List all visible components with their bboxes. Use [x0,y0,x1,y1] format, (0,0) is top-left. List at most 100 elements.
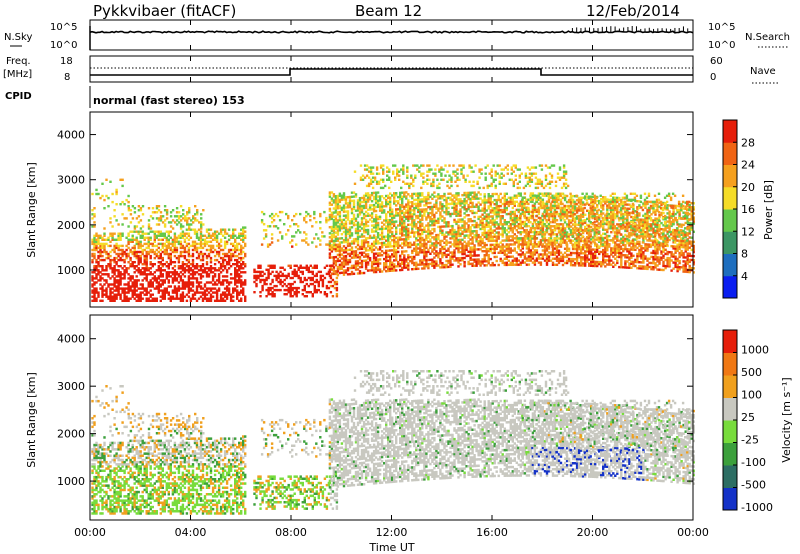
power-cell [187,234,191,237]
power-cell [219,271,223,274]
power-cell [270,241,274,244]
power-cell [105,293,108,296]
power-cell [325,293,329,296]
power-cell [151,285,154,288]
power-cell [163,244,166,248]
power-cell [163,252,166,256]
power-cell [221,299,225,302]
power-cell [547,245,551,248]
power-cell [559,251,563,254]
power-cell [113,209,116,212]
power-cell [159,289,162,292]
power-cell [501,196,504,200]
power-cell [157,277,160,280]
power-cell [91,299,94,302]
power-cell [315,233,318,236]
power-cell [173,232,177,235]
power-cell [187,258,191,262]
power-cell [395,230,398,233]
power-cell [113,279,116,282]
power-cell [143,293,146,296]
power-cell [183,271,187,274]
power-cell [227,248,231,252]
power-cell [101,295,104,298]
power-cell [157,265,160,268]
power-cell [125,198,128,202]
power-cell [93,265,96,268]
power-cell [493,263,496,267]
power-cell [340,227,344,230]
power-cell [181,232,185,235]
power-cell [191,254,195,258]
power-cell [234,277,237,280]
power-cell [129,250,132,254]
power-cell [137,244,140,248]
power-cell [229,299,233,302]
power-cell [211,291,215,294]
power-cell [201,246,205,250]
power-cell [348,258,352,262]
power-cell [376,223,380,227]
power-cell [99,248,102,252]
power-cell [183,248,187,252]
power-cell [213,267,217,270]
power-cell [145,273,148,276]
power-cell [401,191,404,194]
power-cell [105,252,108,256]
power-cell [521,220,524,224]
power-cell [177,256,181,260]
power-cell [257,270,260,274]
power-cell [187,287,191,290]
power-cell [123,275,126,278]
power-cell [171,289,175,292]
power-cell [344,255,348,258]
power-cell [123,265,126,268]
power-cell [153,238,156,241]
power-cell [278,210,282,214]
power-cell [107,244,110,248]
power-cell [191,273,195,276]
power-cell [395,269,398,272]
power-cell [157,238,160,241]
power-cell [181,246,185,250]
power-cell [95,246,98,250]
power-cell [279,282,282,286]
power-cell [95,291,98,294]
power-cell [161,283,164,286]
power-cell [147,244,150,248]
power-cell [195,281,199,284]
power-cell [93,246,96,250]
power-cell [391,226,394,230]
power-cell [161,281,164,284]
power-cell [395,226,398,229]
power-cell [197,265,201,268]
power-cell [240,252,243,256]
power-cell [123,299,126,302]
power-cell [143,277,146,280]
power-cell [409,235,412,238]
power-cell [236,246,239,250]
power-cell [481,225,484,229]
power-cell [121,178,124,181]
power-cell [181,244,185,248]
power-cell [147,219,151,222]
power-cell [169,261,172,264]
power-cell [173,269,177,272]
power-cell [209,293,213,296]
power-cell [165,265,168,268]
power-cell [121,234,124,237]
power-cell [167,232,170,235]
power-cell [107,256,110,260]
power-cell [121,248,124,252]
power-cell [453,249,456,252]
power-cell [253,268,256,271]
power-cell [119,203,122,206]
power-cell [115,246,118,250]
power-cell [191,295,195,298]
power-cell [321,274,325,278]
power-cell [213,238,217,241]
power-cell [201,287,205,290]
power-cell [183,256,187,260]
power-cell [125,295,128,298]
power-cell [103,273,106,276]
